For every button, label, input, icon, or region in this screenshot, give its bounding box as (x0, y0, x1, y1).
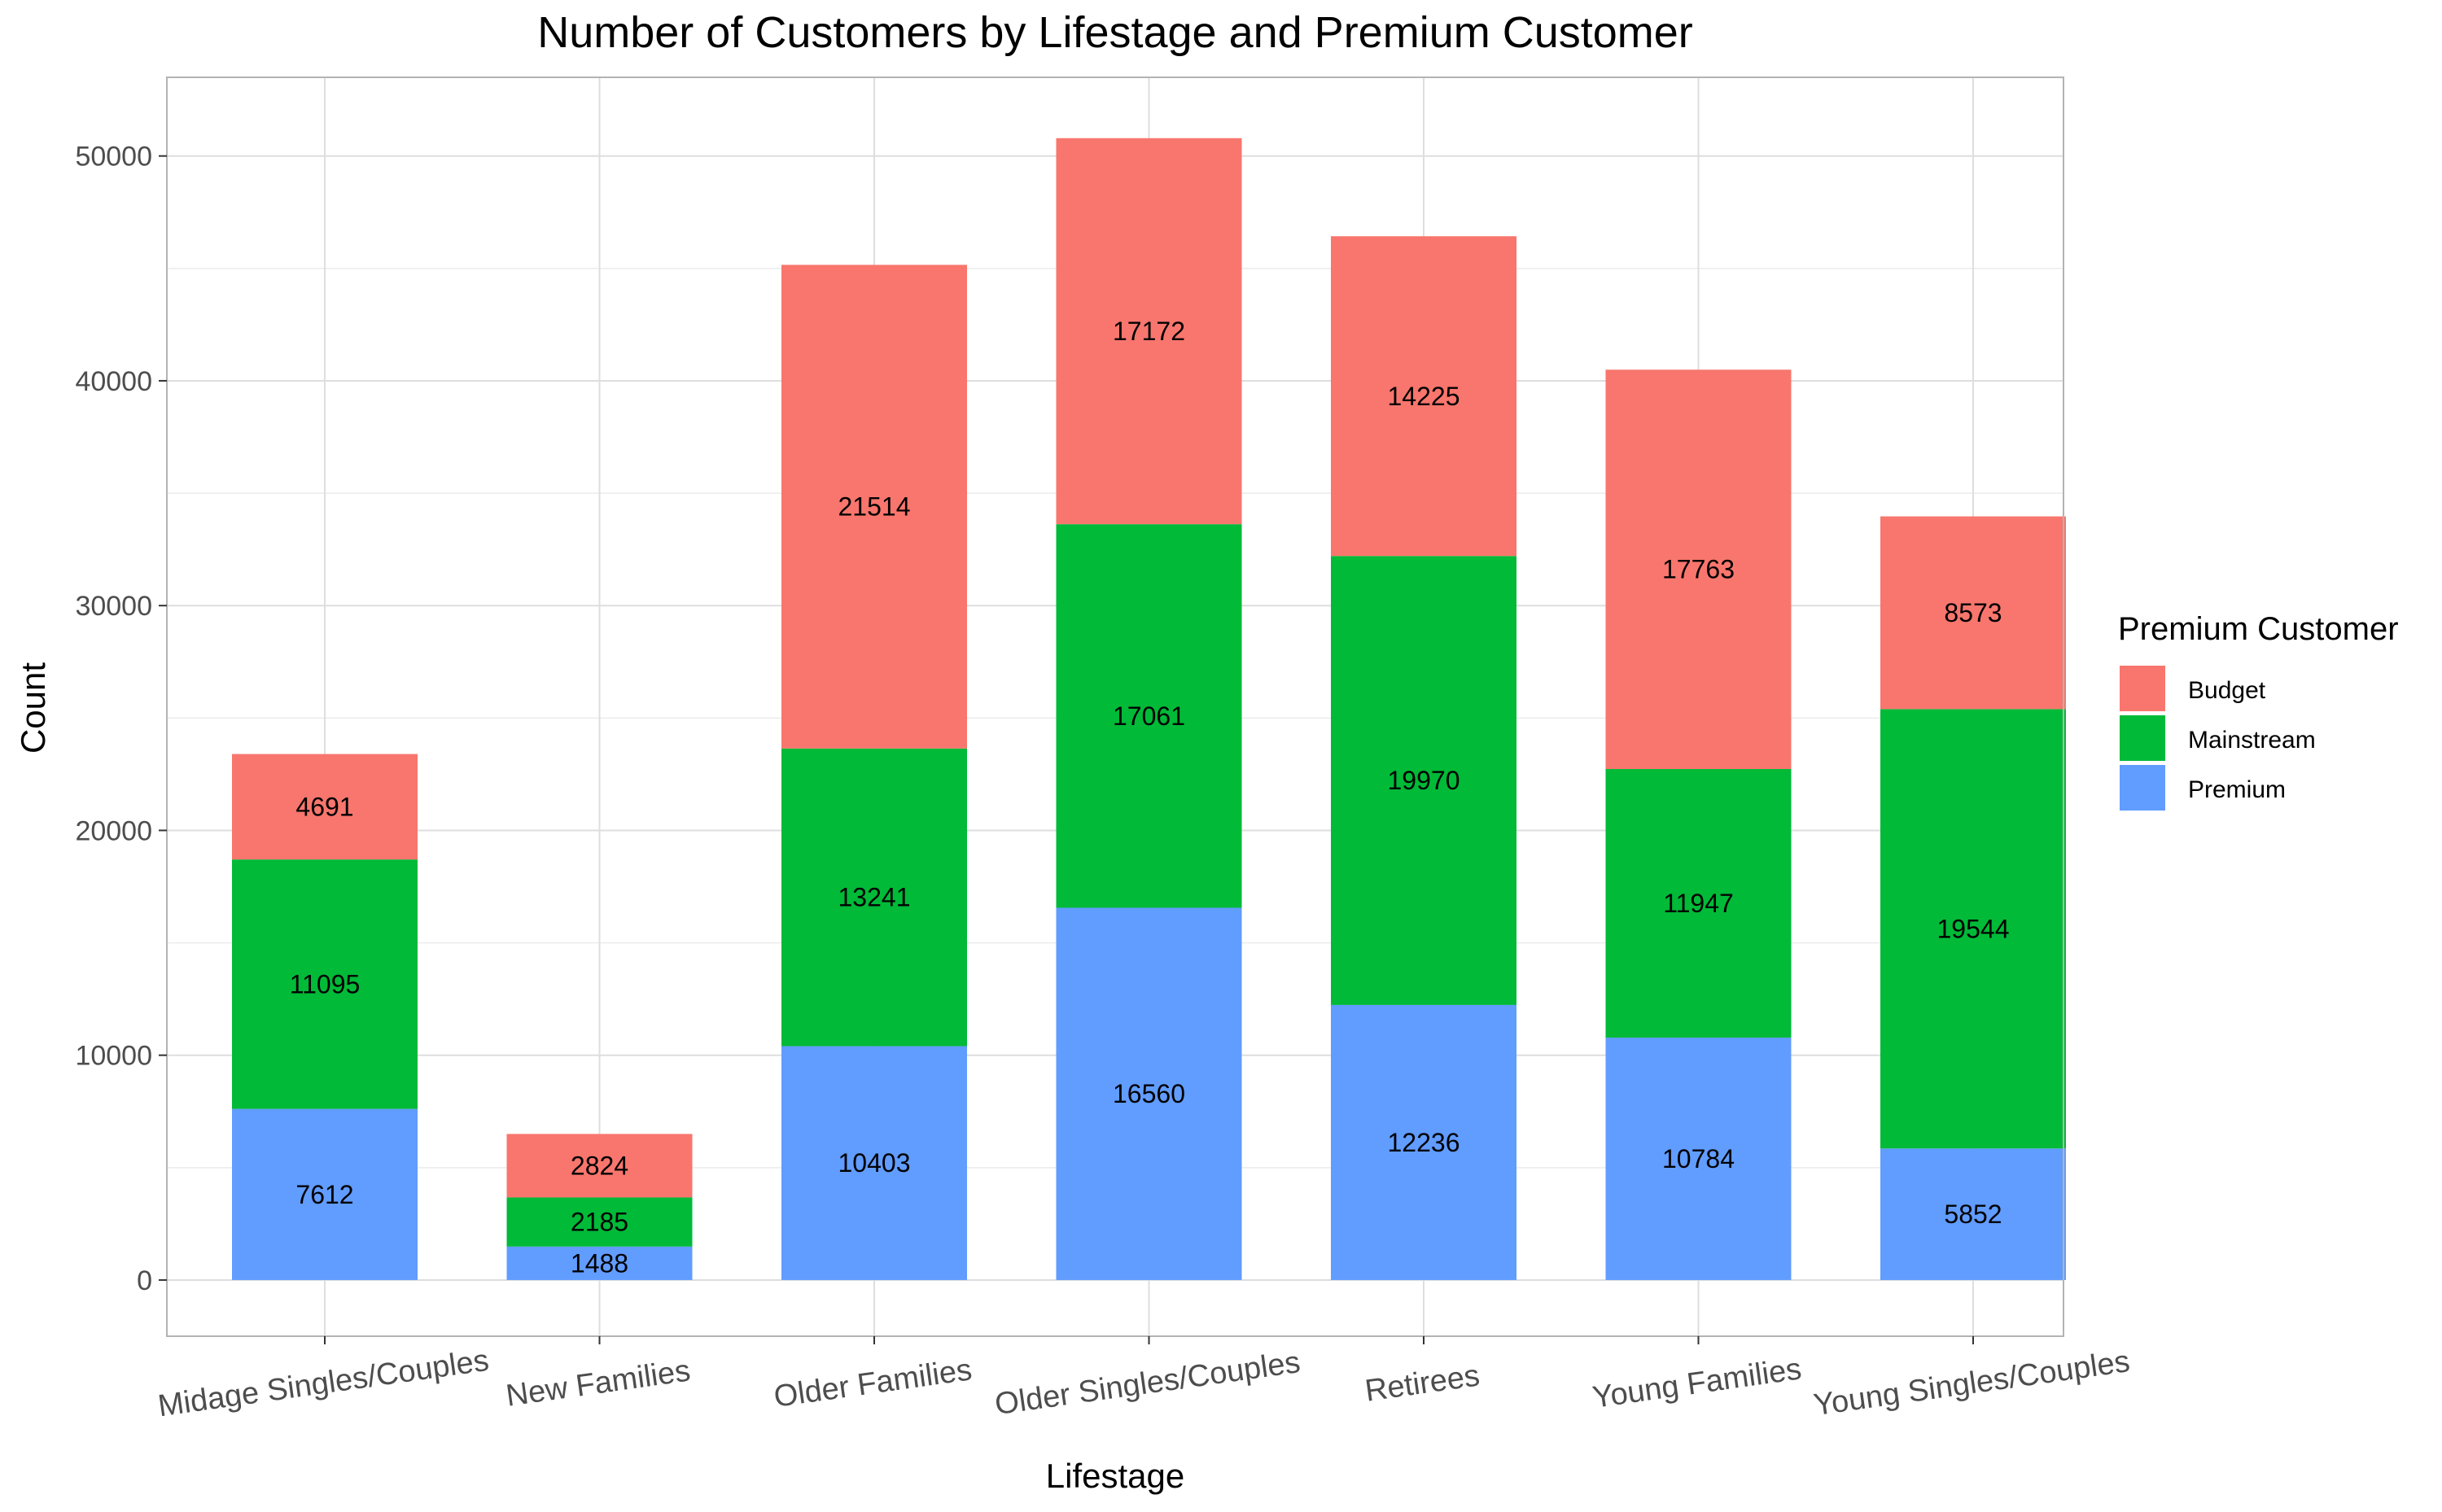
data-label: 19970 (1388, 766, 1460, 795)
legend-label: Mainstream (2188, 727, 2316, 754)
data-label: 2824 (571, 1151, 628, 1180)
data-label: 17763 (1662, 555, 1735, 584)
data-label: 11095 (290, 969, 361, 999)
y-tick-label: 40000 (75, 366, 152, 397)
data-label: 11947 (1663, 889, 1734, 918)
y-tick-label: 20000 (75, 815, 152, 846)
legend-label: Premium (2188, 776, 2286, 803)
legend-swatch-budget (2120, 666, 2165, 711)
data-label: 7612 (295, 1180, 353, 1209)
data-label: 17061 (1113, 701, 1185, 731)
data-label: 21514 (838, 492, 911, 522)
chart-title: Number of Customers by Lifestage and Pre… (537, 8, 1693, 57)
data-label: 1488 (571, 1248, 628, 1278)
y-tick-label: 10000 (75, 1041, 152, 1072)
data-label: 10403 (838, 1148, 911, 1178)
data-label: 17172 (1113, 317, 1185, 346)
y-tick-label: 30000 (75, 591, 152, 622)
data-label: 2185 (571, 1208, 628, 1237)
data-label: 8573 (1944, 598, 2002, 627)
data-label: 13241 (838, 883, 911, 912)
legend-label: Budget (2188, 677, 2266, 704)
legend-swatch-premium (2120, 765, 2165, 811)
data-label: 12236 (1388, 1128, 1460, 1157)
data-label: 4691 (295, 792, 353, 821)
data-label: 5852 (1944, 1200, 2002, 1229)
legend-title: Premium Customer (2118, 611, 2399, 647)
data-label: 10784 (1662, 1144, 1735, 1173)
y-tick-label: 50000 (75, 142, 152, 173)
legend-swatch-mainstream (2120, 715, 2165, 761)
data-label: 16560 (1113, 1079, 1185, 1108)
y-axis-label: Count (14, 662, 52, 754)
data-label: 19544 (1937, 914, 2010, 943)
y-tick-label: 0 (137, 1265, 152, 1296)
data-label: 14225 (1388, 382, 1460, 411)
x-axis-label: Lifestage (1046, 1457, 1184, 1495)
